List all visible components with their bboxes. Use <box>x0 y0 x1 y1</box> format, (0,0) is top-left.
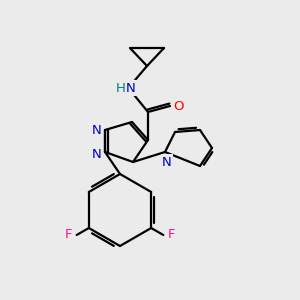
Text: H: H <box>116 82 126 94</box>
Text: F: F <box>168 229 175 242</box>
Text: N: N <box>162 155 172 169</box>
Text: N: N <box>126 82 136 94</box>
Text: N: N <box>92 148 102 160</box>
Text: F: F <box>65 229 72 242</box>
Text: O: O <box>173 100 183 112</box>
Text: N: N <box>92 124 102 136</box>
